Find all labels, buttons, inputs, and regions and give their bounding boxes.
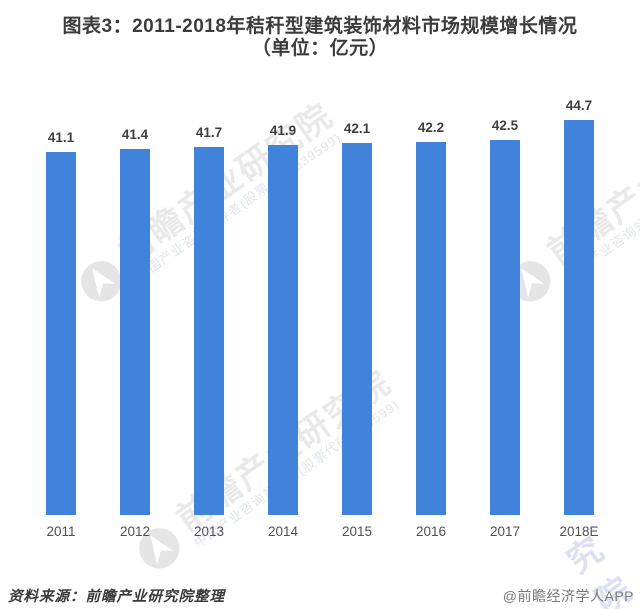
- credit-note: @前瞻经济学人APP: [502, 588, 634, 604]
- x-axis-label: 2012: [119, 524, 151, 539]
- bar-cell: 41.9: [246, 96, 320, 515]
- bar: [416, 142, 446, 515]
- chart-title-line2: （单位：亿元）: [251, 38, 389, 59]
- bar-value-label: 41.9: [269, 123, 297, 138]
- bar: [564, 120, 594, 515]
- bar-plot-area: 41.1 41.4 41.7 41.9 42.1 42.2 42.5 44.7: [24, 96, 616, 515]
- bar: [268, 145, 298, 515]
- bar: [46, 152, 76, 515]
- bar: [490, 139, 520, 515]
- data-source-note: 资料来源：前瞻产业研究院整理: [8, 588, 225, 605]
- bar-cell: 42.1: [320, 96, 394, 515]
- bar-value-label: 41.4: [121, 127, 149, 143]
- bar-value-label: 44.7: [565, 98, 593, 114]
- bar: [342, 143, 372, 515]
- bar-cell: 42.2: [394, 96, 468, 515]
- bar-cell: 41.1: [24, 96, 98, 515]
- x-axis-label: 2013: [193, 524, 225, 539]
- bar-cell: 41.4: [98, 96, 172, 515]
- bar-value-label: 42.5: [491, 117, 519, 133]
- chart-title: 图表3：2011-2018年秸秆型建筑装饰材料市场规模增长情况 （单位：亿元）: [0, 16, 640, 60]
- bar-cell: 44.7: [542, 96, 616, 515]
- bar-value-label: 41.7: [195, 124, 223, 140]
- bar-cell: 42.5: [468, 96, 542, 515]
- bar: [194, 146, 224, 515]
- bar-value-label: 41.1: [47, 130, 75, 146]
- bar-cell: 41.7: [172, 96, 246, 515]
- x-axis-label: 2018E: [559, 524, 599, 539]
- x-axis-label: 2017: [489, 524, 521, 539]
- x-axis-label: 2014: [267, 524, 299, 539]
- chart-title-line1: 图表3：2011-2018年秸秆型建筑装饰材料市场规模增长情况: [62, 16, 578, 37]
- bar-value-label: 42.2: [417, 120, 445, 136]
- bar-value-label: 42.1: [343, 121, 371, 137]
- x-axis-label: 2011: [46, 524, 76, 539]
- x-axis-label: 2015: [341, 524, 373, 539]
- x-axis: 2011 2012 2013 2014 2015 2016 2017 2018E: [24, 524, 616, 540]
- bar: [120, 149, 150, 515]
- x-axis-label: 2016: [415, 524, 447, 539]
